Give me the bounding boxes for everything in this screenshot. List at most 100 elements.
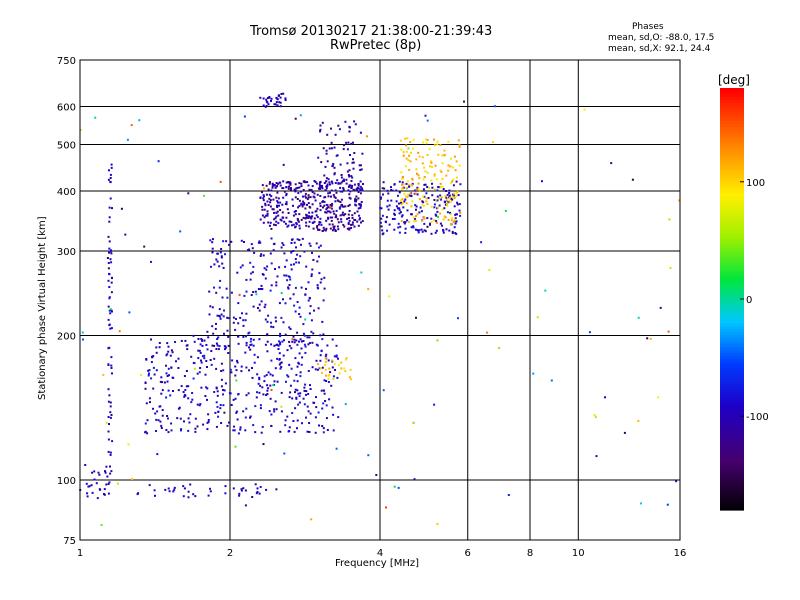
colorbar-segment xyxy=(720,232,744,237)
data-point xyxy=(302,332,305,335)
data-point xyxy=(321,372,323,374)
colorbar-tick-label: 0 xyxy=(746,295,752,306)
data-point xyxy=(333,166,336,169)
data-point xyxy=(257,382,260,385)
data-point xyxy=(448,200,451,203)
data-point xyxy=(402,206,405,209)
data-point xyxy=(270,237,273,240)
data-point xyxy=(298,313,301,315)
data-point xyxy=(218,265,221,268)
data-point xyxy=(277,214,280,217)
colorbar-segment xyxy=(720,166,744,170)
data-point xyxy=(334,228,337,231)
data-point xyxy=(85,482,88,485)
data-point xyxy=(271,184,274,187)
data-point xyxy=(331,202,334,205)
data-point xyxy=(291,397,294,400)
data-point xyxy=(180,428,183,431)
data-point xyxy=(319,367,322,370)
colorbar-segment xyxy=(720,482,744,487)
data-point xyxy=(300,286,303,289)
data-point xyxy=(98,473,101,476)
data-point xyxy=(282,92,285,95)
data-point xyxy=(439,169,442,172)
data-point xyxy=(265,100,268,103)
data-point xyxy=(185,385,188,388)
data-point xyxy=(317,411,320,414)
data-point xyxy=(285,186,288,189)
data-point xyxy=(278,204,280,207)
data-point xyxy=(447,218,450,221)
data-point xyxy=(343,180,345,182)
data-point xyxy=(298,227,301,230)
data-point xyxy=(299,315,302,318)
data-point xyxy=(435,220,438,222)
data-point xyxy=(105,465,108,468)
data-point xyxy=(301,237,304,240)
data-point xyxy=(224,346,227,349)
data-point xyxy=(167,345,170,348)
data-point xyxy=(327,192,330,195)
data-point xyxy=(398,209,401,212)
data-point xyxy=(321,425,324,427)
data-point xyxy=(153,373,156,376)
data-point xyxy=(298,340,300,343)
data-point xyxy=(208,313,211,316)
data-point xyxy=(93,478,96,481)
data-point xyxy=(338,206,341,209)
colorbar-segment xyxy=(720,217,744,222)
data-point xyxy=(110,356,113,359)
data-point xyxy=(436,210,439,213)
data-point xyxy=(330,180,333,183)
data-point xyxy=(297,362,300,365)
data-point xyxy=(277,197,280,200)
data-point xyxy=(208,290,211,293)
data-point xyxy=(251,247,254,250)
data-point xyxy=(390,189,393,191)
data-point xyxy=(312,221,315,224)
data-point xyxy=(360,271,363,274)
data-point xyxy=(306,203,308,206)
data-point xyxy=(315,406,318,409)
colorbar-segment xyxy=(720,488,744,493)
data-point xyxy=(337,124,340,127)
data-point xyxy=(282,298,284,301)
data-point xyxy=(321,121,324,124)
data-point xyxy=(262,104,265,107)
data-point xyxy=(166,375,169,377)
colorbar-segment xyxy=(720,262,744,267)
data-point xyxy=(448,196,451,199)
data-point xyxy=(342,188,345,191)
data-point xyxy=(436,339,439,342)
data-point xyxy=(306,198,309,201)
colorbar-segment xyxy=(720,229,744,234)
data-point xyxy=(160,392,163,395)
data-point xyxy=(276,200,279,203)
data-point xyxy=(265,184,268,187)
data-point xyxy=(259,404,262,407)
data-point xyxy=(325,374,327,377)
data-point xyxy=(347,217,350,219)
colorbar-segment xyxy=(720,277,744,282)
data-point xyxy=(300,185,303,188)
data-point xyxy=(341,213,344,216)
data-point xyxy=(304,383,307,386)
x-tick-label: 8 xyxy=(527,548,533,559)
data-point xyxy=(109,411,112,414)
data-point xyxy=(351,214,354,217)
colorbar-segment xyxy=(720,115,744,119)
data-point xyxy=(108,309,111,312)
data-point xyxy=(251,271,254,274)
data-point xyxy=(258,378,261,381)
data-point xyxy=(361,187,364,190)
data-point xyxy=(240,370,243,373)
data-point xyxy=(146,432,149,435)
colorbar-segment xyxy=(720,380,744,384)
data-point xyxy=(379,221,382,224)
data-point xyxy=(350,378,352,381)
data-point xyxy=(231,359,234,362)
data-point xyxy=(442,231,445,234)
data-point xyxy=(420,228,423,231)
data-point xyxy=(604,396,606,399)
data-point xyxy=(295,246,297,249)
